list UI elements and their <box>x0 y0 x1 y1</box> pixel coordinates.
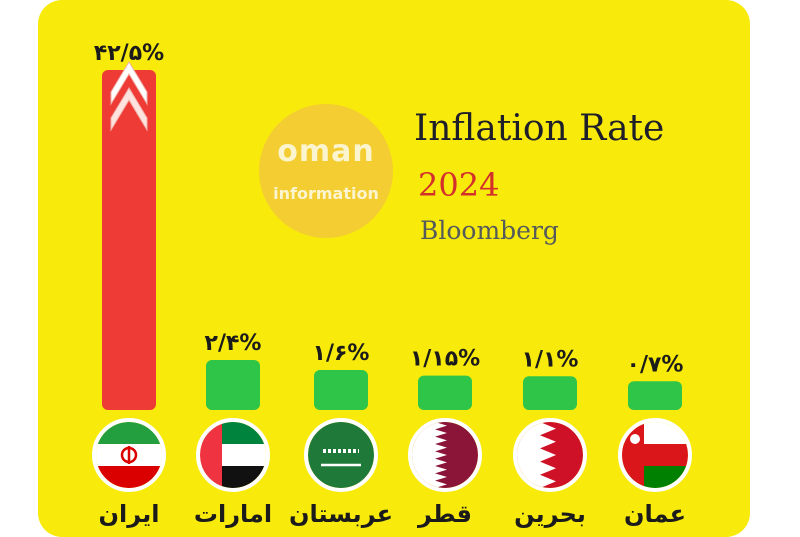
category-label-2: عربستان <box>288 500 394 528</box>
uae-flag-icon <box>196 418 270 492</box>
bar-0 <box>102 70 156 410</box>
chart-year: 2024 <box>418 166 500 204</box>
value-label-3: ۱/۱۵% <box>410 347 480 372</box>
chart-source: Bloomberg <box>420 216 559 245</box>
category-label-0: ایران <box>98 500 160 528</box>
up-chevron-icon <box>110 61 148 106</box>
category-label-3: قطر <box>417 500 473 528</box>
qatar-flag-icon <box>408 418 482 492</box>
logo-word-oman: oman <box>277 134 375 169</box>
oman-information-logo: oman information <box>259 104 393 238</box>
bar-1 <box>206 360 260 410</box>
category-label-4: بحرین <box>514 500 586 528</box>
category-label-5: عمان <box>624 500 686 528</box>
logo-word-information: information <box>273 184 379 203</box>
value-labels-layer: ۴۲/۵% ۲/۴% ۱/۶% ۱/۱۵% ۱/۱% ۰/۷% <box>94 41 684 377</box>
chart-title: Inflation Rate <box>414 108 665 149</box>
bar-2 <box>314 370 368 410</box>
bar-3 <box>418 375 472 410</box>
value-label-0: ۴۲/۵% <box>94 41 164 66</box>
category-label-1: امارات <box>193 500 273 528</box>
value-label-2: ۱/۶% <box>313 341 370 366</box>
bahrain-flag-icon <box>513 418 587 492</box>
up-chevron-icon <box>110 87 148 132</box>
bars-layer <box>102 61 682 410</box>
value-label-4: ۱/۱% <box>522 347 579 372</box>
oman-flag-icon <box>618 418 692 492</box>
value-label-5: ۰/۷% <box>627 352 684 377</box>
value-label-1: ۲/۴% <box>205 331 262 356</box>
iran-flag-icon <box>92 418 166 492</box>
bar-4 <box>523 376 577 410</box>
saudi-flag-icon <box>304 418 378 492</box>
bar-5 <box>628 381 682 410</box>
flags-layer <box>92 418 692 492</box>
